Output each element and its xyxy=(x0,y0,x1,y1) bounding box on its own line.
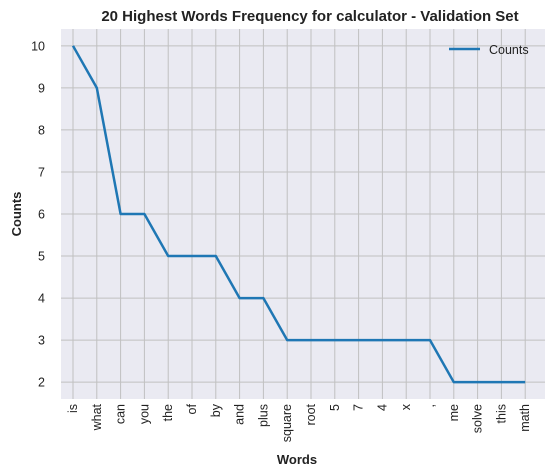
y-tick-label: 5 xyxy=(38,250,45,264)
x-tick-label: by xyxy=(209,403,223,417)
x-tick-label: of xyxy=(185,403,199,414)
y-tick-label: 8 xyxy=(38,123,45,137)
x-tick-label: solve xyxy=(471,404,485,433)
x-tick-label: is xyxy=(66,404,80,413)
grid xyxy=(61,29,545,399)
x-tick-label: can xyxy=(114,404,128,424)
legend-label: Counts xyxy=(489,43,529,57)
x-tick-label: 5 xyxy=(328,404,342,411)
y-tick-label: 10 xyxy=(31,39,45,53)
y-tick-label: 2 xyxy=(38,376,45,390)
series-line xyxy=(71,45,526,384)
x-tick-label: what xyxy=(90,403,104,431)
y-tick-label: 3 xyxy=(38,334,45,348)
x-tick-label: , xyxy=(423,404,437,407)
x-tick-label: 7 xyxy=(352,404,366,411)
x-tick-label: this xyxy=(494,404,508,423)
x-axis-label: Words xyxy=(277,452,317,467)
series-layer xyxy=(71,45,526,384)
y-tick-label: 7 xyxy=(38,165,45,179)
y-tick-label: 4 xyxy=(38,292,45,306)
x-tick-label: root xyxy=(304,403,318,425)
legend: Counts xyxy=(449,43,529,57)
y-axis-label: Counts xyxy=(9,192,24,237)
y-tick-label: 9 xyxy=(38,81,45,95)
chart-title: 20 Highest Words Frequency for calculato… xyxy=(101,8,518,25)
x-tick-label: math xyxy=(518,404,532,432)
y-tick-labels: 2 3 4 5 6 7 8 9 10 xyxy=(31,39,45,389)
x-tick-label: square xyxy=(280,404,294,442)
x-tick-label: me xyxy=(447,404,461,421)
x-tick-labels: is what can you the of by and plus square root 5 7 4 x… xyxy=(66,403,532,442)
x-tick-label: 4 xyxy=(375,404,389,411)
x-tick-label: and xyxy=(233,404,247,425)
y-tick-label: 6 xyxy=(38,208,45,222)
x-tick-label: you xyxy=(137,404,151,424)
x-tick-label: x xyxy=(399,403,413,410)
x-tick-label: the xyxy=(161,404,175,421)
x-tick-label: plus xyxy=(256,404,270,427)
